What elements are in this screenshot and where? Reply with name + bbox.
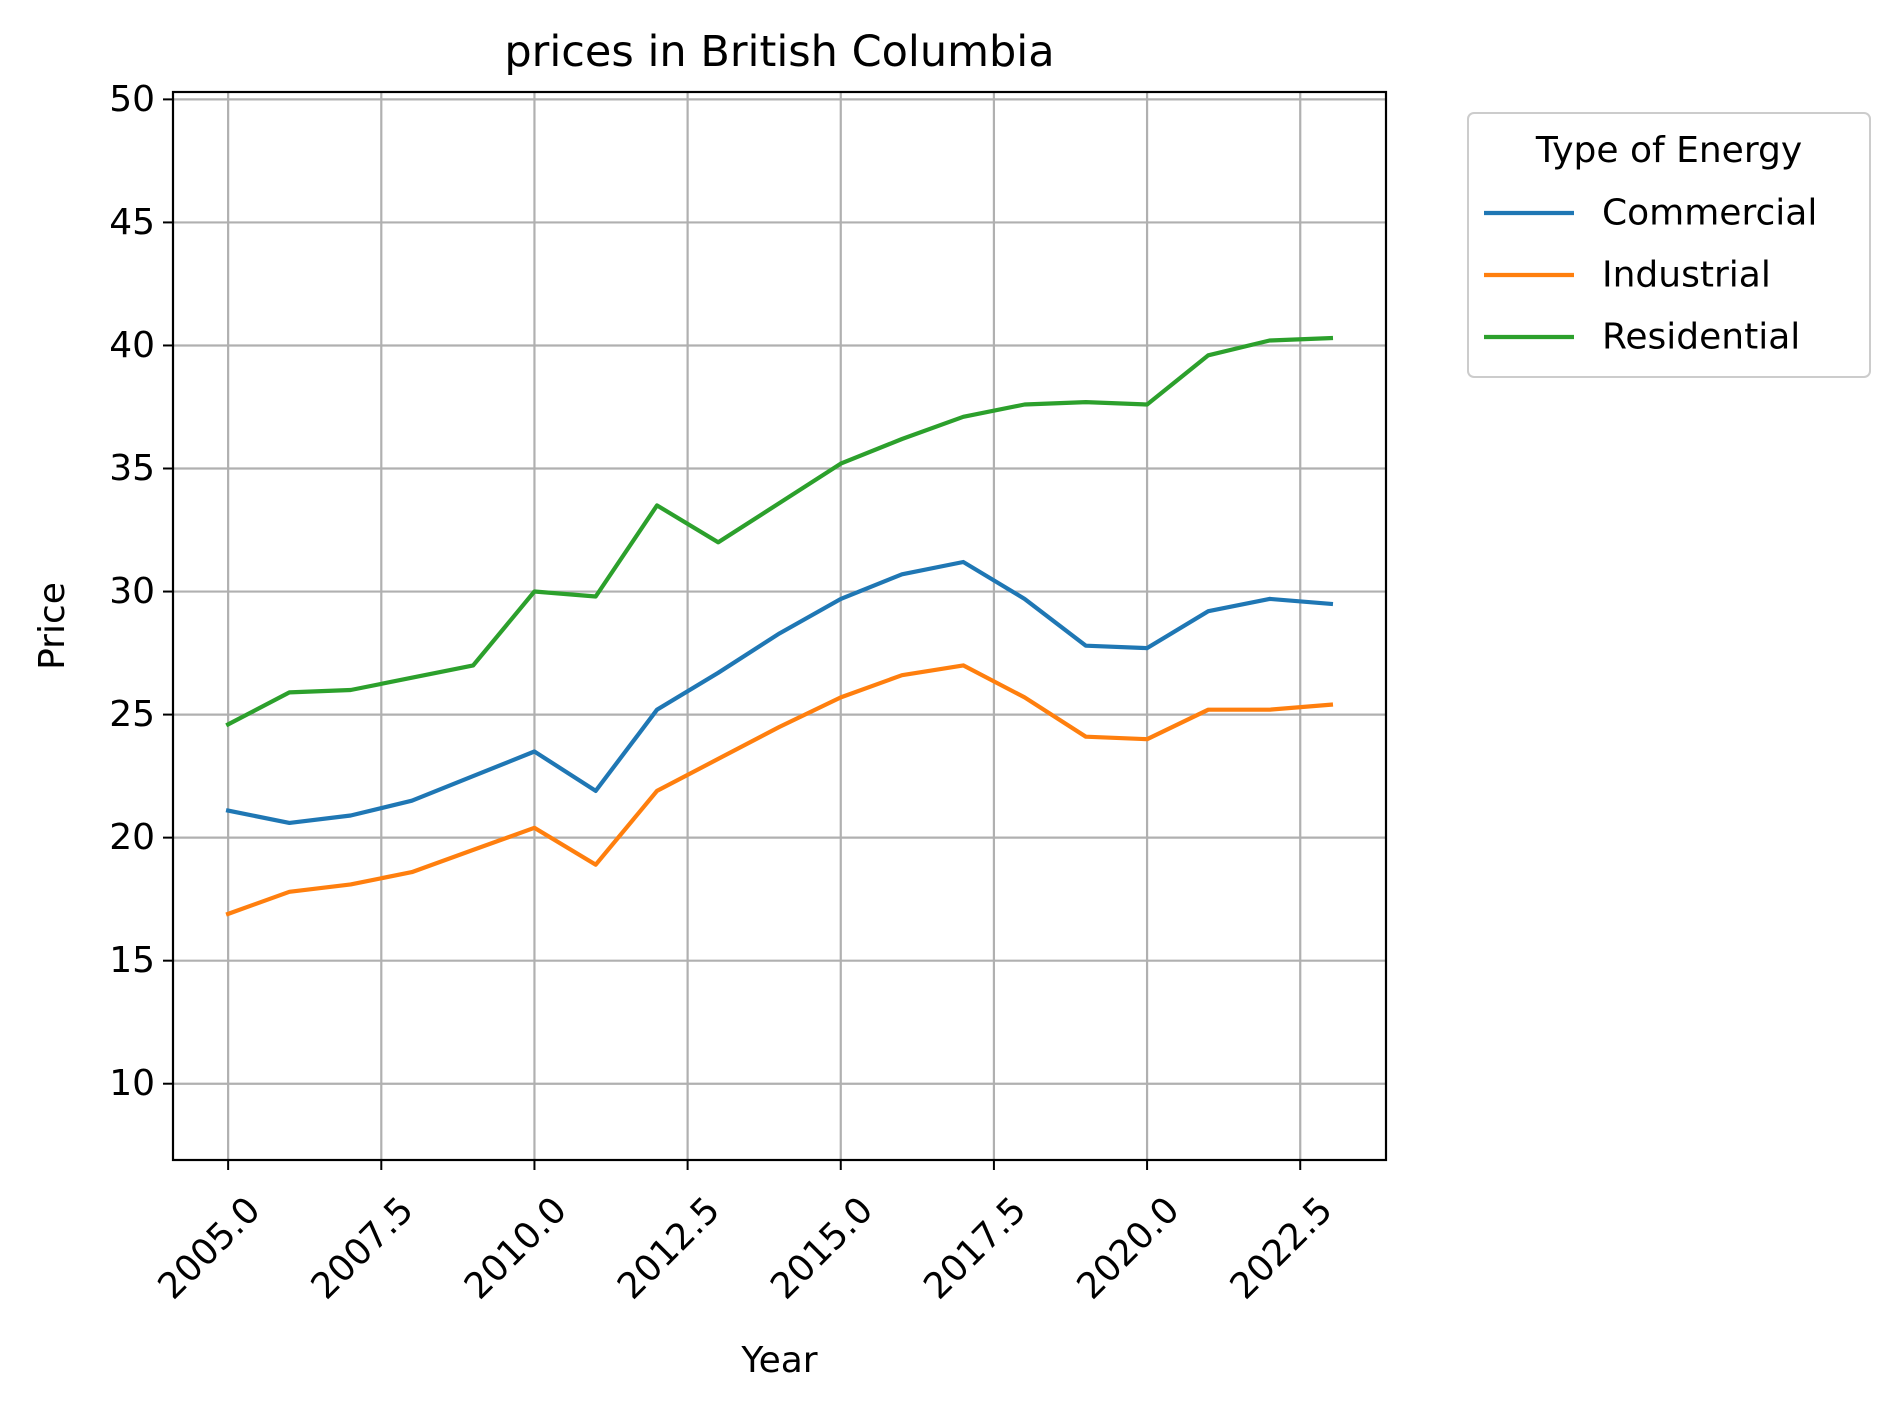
legend-label-industrial: Industrial [1602,255,1771,296]
y-tick-label: 15 [109,940,155,981]
y-tick-label: 20 [109,817,155,858]
y-tick-label: 30 [109,571,155,612]
y-tick-label: 35 [109,448,155,489]
y-tick-label: 10 [109,1063,155,1104]
series-line-commercial [225,559,1334,826]
legend-label-commercial: Commercial [1602,193,1817,234]
legend-label-residential: Residential [1602,317,1800,358]
series-line-industrial [225,663,1334,917]
legend-items: Commercial Industrial Residential [1484,193,1817,358]
legend: Type of Energy Commercial Industrial Resid… [1467,112,1871,378]
grid [173,92,1386,1160]
x-axis-label: Year [740,1340,817,1381]
y-axis-label: Price [32,582,73,670]
y-tick-label: 40 [109,325,155,366]
y-tick-label: 50 [109,79,155,120]
y-tick-label: 45 [109,202,155,243]
series-lines [225,335,1334,917]
y-tick-label: 25 [109,694,155,735]
plot-area-frame [171,90,1388,1162]
chart-title: prices in British Columbia [504,27,1054,77]
series-line-residential [225,335,1334,728]
legend-box [1467,112,1871,378]
legend-title: Type of Energy [1535,130,1802,171]
